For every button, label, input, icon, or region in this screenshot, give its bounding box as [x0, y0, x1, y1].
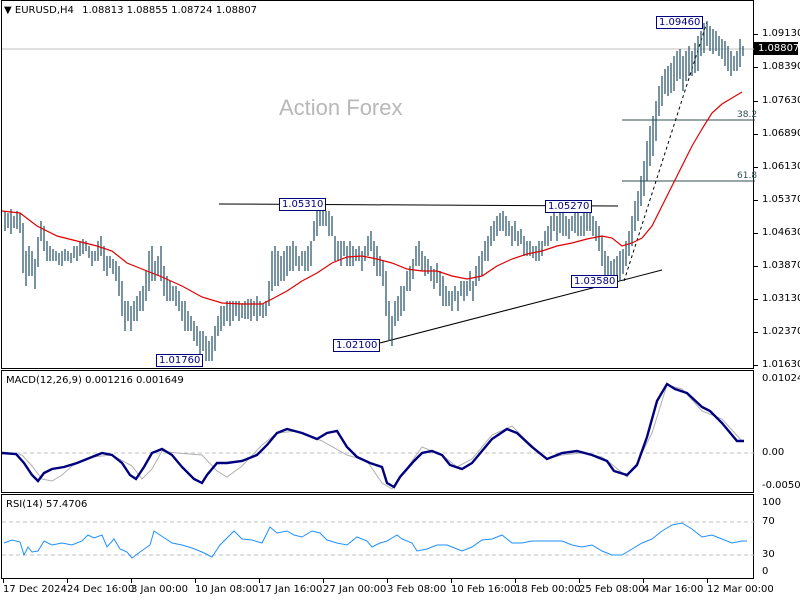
time-axis-label: 4 Mar 16:00	[643, 584, 704, 595]
price-axis-label: 1.06890	[762, 128, 800, 139]
rsi-axis-100: 100	[762, 497, 782, 508]
time-axis-label: 3 Jan 00:00	[131, 584, 188, 595]
price-axis-label: 1.04630	[762, 227, 800, 238]
low-label-2: 1.02100	[333, 339, 381, 352]
price-chart-canvas	[2, 21, 755, 361]
low-label-1: 1.01760	[156, 354, 204, 367]
time-axis-label: 17 Dec 2024	[3, 584, 67, 595]
fib-618-label: 61.8	[737, 171, 758, 181]
price-axis-label: 1.05370	[762, 194, 800, 205]
time-axis-label: 17 Jan 16:00	[259, 584, 323, 595]
resistance-label-1: 1.05310	[279, 198, 327, 211]
time-axis-label: 10 Jan 08:00	[195, 584, 259, 595]
macd-canvas	[2, 382, 755, 490]
time-axis-label: 27 Jan 00:00	[323, 584, 387, 595]
current-price-tag: 1.08807	[754, 42, 799, 55]
macd-axis-min: -0.005081	[762, 480, 800, 491]
ohlc-values: 1.08813 1.08855 1.08724 1.08807	[82, 5, 258, 16]
time-axis-label: 3 Feb 08:00	[387, 584, 447, 595]
time-axis-label: 10 Feb 16:00	[451, 584, 517, 595]
price-axis-label: 1.03130	[762, 293, 800, 304]
price-chart-panel[interactable]: Action Forex ▼ EURUSD,H4 1.08813 1.08855…	[1, 0, 758, 369]
macd-axis-max: 0.010242	[762, 373, 800, 384]
watermark: Action Forex	[279, 95, 403, 120]
price-axis-label: 1.08390	[762, 61, 800, 72]
time-axis-label: 12 Mar 00:00	[707, 584, 774, 595]
macd-panel[interactable]: MACD(12,26,9) 0.001216 0.001649	[1, 370, 755, 493]
time-axis-label: 25 Feb 08:00	[579, 584, 645, 595]
rsi-canvas	[2, 521, 755, 559]
macd-axis-zero: 0.00	[762, 447, 785, 458]
fib-382-label: 38.2	[737, 110, 758, 120]
price-axis-label: 1.06130	[762, 161, 800, 172]
macd-title: MACD(12,26,9) 0.001216 0.001649	[6, 375, 184, 386]
time-axis-label: 18 Feb 00:00	[515, 584, 581, 595]
rsi-axis-30: 30	[762, 549, 775, 560]
time-axis-label: 24 Dec 16:00	[67, 584, 135, 595]
price-axis-label: 1.07630	[762, 95, 800, 106]
high-label: 1.09460	[656, 16, 704, 29]
low-label-3: 1.03580	[571, 275, 619, 288]
rsi-axis-70: 70	[762, 516, 775, 527]
triangle-down-icon[interactable]: ▼	[4, 5, 12, 16]
rsi-title: RSI(14) 57.4706	[6, 499, 88, 510]
symbol-name: EURUSD,H4	[14, 5, 74, 16]
price-axis-label: 1.01630	[762, 359, 800, 370]
rsi-axis-0: 0	[762, 566, 769, 577]
price-axis-label: 1.09130	[762, 28, 800, 39]
rsi-panel[interactable]: RSI(14) 57.4706	[1, 494, 755, 579]
symbol-header: ▼ EURUSD,H4 1.08813 1.08855 1.08724 1.08…	[4, 5, 257, 16]
price-axis-label: 1.02370	[762, 326, 800, 337]
resistance-label-2: 1.05270	[545, 200, 593, 213]
price-axis-label: 1.03870	[762, 260, 800, 271]
